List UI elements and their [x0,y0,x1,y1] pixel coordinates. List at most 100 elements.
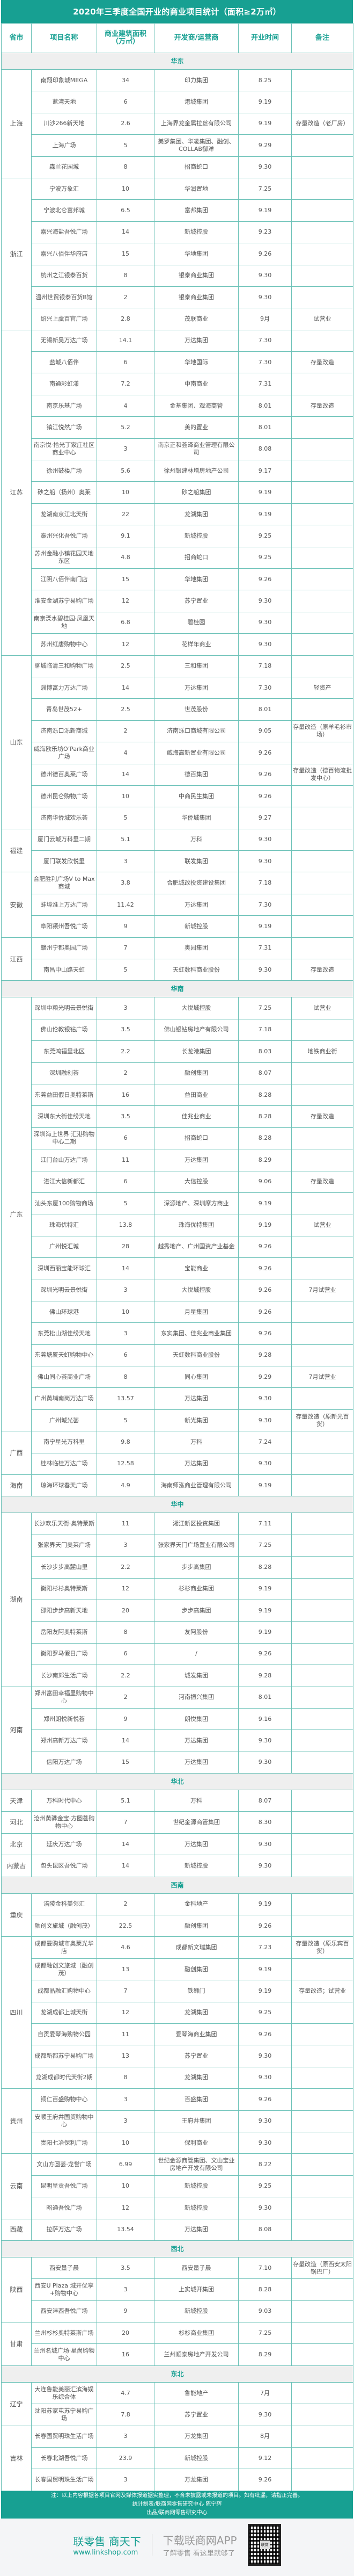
project-name-cell: 深圳海上世界·汇港购物中心二期 [31,1127,97,1150]
area-cell: 7 [97,937,154,960]
developer-cell: 龙湖集团 [154,2001,239,2024]
open-date-cell: 9.26 [238,1642,292,1666]
area-cell: 4.6 [97,1936,154,1959]
open-date-cell: 9.30 [238,1387,292,1410]
table-row: 贵州 铜仁百盛购物中心 3 百盛集团 9.26 [1,2088,353,2154]
open-date-cell: 8.01 [238,698,292,721]
table-row: 南昌中山路天虹 5 天虹数科商业股份 9.30 存量改造 [2,959,353,981]
header-open-date: 开业时间 [238,23,292,53]
table-row: 长春北湖吾悦广场 23.9 新城控股 9.12 [2,2447,353,2470]
developer-cell: 成都新文瑞集团 [154,1936,239,1959]
developer-cell: 万达集团 [154,1833,239,1856]
table-row: 龙湖成都时代天街2期 8 龙湖集团 9.30 [2,2066,353,2089]
table-row: 德州昆仑购物广场 10 中商民生集团 9.26 [2,785,353,808]
table-row: 安徽 合肥胜利广场V to Max商城 3.8 合肥城改投资建设集团 7.18 [1,872,353,938]
developer-cell: 融创集团 [154,1958,239,1981]
province-cell: 贵州 [1,2088,32,2154]
open-date-cell: 8月 [238,2425,292,2448]
project-name-cell: 湛江大信新都汇 [31,1170,97,1193]
open-date-cell: 7.24 [238,1431,292,1453]
area-cell: 4 [97,394,154,417]
project-name-cell: 信阳万达广场 [31,1751,97,1774]
area-cell: 14 [97,1257,154,1280]
area-cell: 12 [97,2001,154,2024]
open-date-cell: 9.30 [238,264,292,287]
remarks-cell [291,590,353,612]
project-name-cell: 德州德百奥莱广场 [31,763,97,786]
remarks-cell [291,1665,353,1687]
open-date-cell: 7.23 [238,1936,292,1959]
developer-cell: 世纪金源商管集团、文山宝业房地产开发有限公司 [154,2153,239,2176]
table-row: 龙湖成都上城天街 12 龙湖集团 9.25 [2,2001,353,2024]
area-cell: 2.2 [97,1665,154,1687]
area-cell: 7.8 [97,2404,154,2426]
project-name-cell: 南京乐基广场 [31,394,97,417]
project-name-cell: 东莞松山湖佳纷天地 [31,1322,97,1345]
area-cell: 2 [97,1893,154,1916]
developer-cell: 美的置业 [154,416,239,439]
table-row: 西安沣西吾悦广场 9 新城控股 9.03 [2,2300,353,2323]
area-cell: 12 [97,2197,154,2219]
developer-cell: 湘江新区投资集团 [154,1513,239,1535]
area-cell: 3 [97,2110,154,2132]
table-row: 郑州朗悦新悦荟 9 朗悦集团 9.16 [2,1707,353,1731]
area-cell: 5 [97,1409,154,1432]
table-row: 嘉兴海盐吾悦广场 14 新城控股 9.23 [2,221,353,244]
project-name-cell: 深圳东大街佳纷天地 [31,1105,97,1128]
area-cell: 11.42 [97,893,154,916]
open-date-cell: 9.26 [238,1300,292,1323]
brand-banner: 联零售 商天下 www.linkshop.com 下载联商网APP 了解零售 看… [0,2518,354,2571]
remarks-cell: 存量改造 [291,1105,353,1128]
project-name-cell: 安顺王府井国贸购物中心 [31,2110,97,2132]
area-cell: 4.7 [97,2382,154,2405]
project-name-cell: 文山方圆荟·龙誉广场 [31,2153,97,2176]
province-cell: 天津 [1,1790,32,1812]
open-date-cell: 8.28 [238,1556,292,1579]
project-name-cell: 昆明呈贡吾悦广场 [31,2175,97,2198]
province-cell: 重庆 [1,1893,32,1937]
developer-cell: 招商蛇口 [154,1127,239,1150]
table-row: 济南泺口泺新商城 2 济南泺口商城有限公司 9.05 存量改造（原羊毛衫市场） [2,720,353,743]
project-name-cell: 长沙南郊生活广场 [31,1665,97,1687]
project-name-cell: 沧州黄骅金宝·方圆荟购物中心 [31,1811,97,1834]
table-row: 南京乐基广场 4 金基集团、观海商管 8.01 存量改造 [2,394,353,417]
remarks-cell [291,742,353,764]
remarks-cell [291,807,353,829]
stats-document: 2020年三季度全国开业的商业项目统计（面积≥2万㎡） 省市 项目名称 商业建筑… [0,0,354,2519]
province-cell: 江苏 [1,329,32,656]
open-date-cell: 7.31 [238,373,292,395]
open-date-cell: 9.27 [238,807,292,829]
table-row: 西藏 拉萨万达广场 13.54 万达集团 8.08 [1,2218,353,2241]
table-row: 东莞塘厦天虹购物中心 6 天虹数科商业股份 9.28 [2,1344,353,1367]
remarks-cell [291,1149,353,1171]
developer-cell: 华润置地 [154,177,239,200]
project-name-cell: 长春国贸明珠生活广场 [31,2425,97,2448]
province-cell: 甘肃 [1,2322,32,2366]
remarks-cell [291,69,353,92]
open-date-cell: 9.28 [238,1665,292,1687]
open-date-cell: 9.19 [238,199,292,222]
open-date-cell: 9.17 [238,460,292,482]
developer-cell: 朗悦集团 [154,1707,239,1731]
app-subtitle: 了解零售 看这里就够了 [163,2549,235,2558]
province-cell: 浙江 [1,177,32,330]
project-name-cell: 自贡爱琴海购物公园 [31,2023,97,2046]
brand-url[interactable]: www.linkshop.com [73,2548,138,2557]
remarks-cell [291,633,353,656]
region-row: 华南 [1,980,353,998]
area-cell: 6.99 [97,2153,154,2176]
area-cell: 3 [97,997,154,1019]
area-cell: 12 [97,633,154,656]
qr-code-icon[interactable]: 联商 [247,2523,281,2566]
remarks-cell [291,1730,353,1752]
province-cell: 湖南 [1,1513,32,1687]
area-cell: 5 [97,807,154,829]
table-row: 济南华侨城欢乐荟 5 华侨城集团 9.27 [2,807,353,829]
open-date-cell: 7.18 [238,655,292,677]
developer-cell: 万达集团 [154,1452,239,1475]
province-cell: 内蒙古 [1,1855,32,1877]
remarks-cell [291,1431,353,1453]
project-name-cell: 江门台山万达广场 [31,1149,97,1171]
remarks-cell [291,1642,353,1666]
developer-cell: 杉杉商业集团 [154,1578,239,1600]
